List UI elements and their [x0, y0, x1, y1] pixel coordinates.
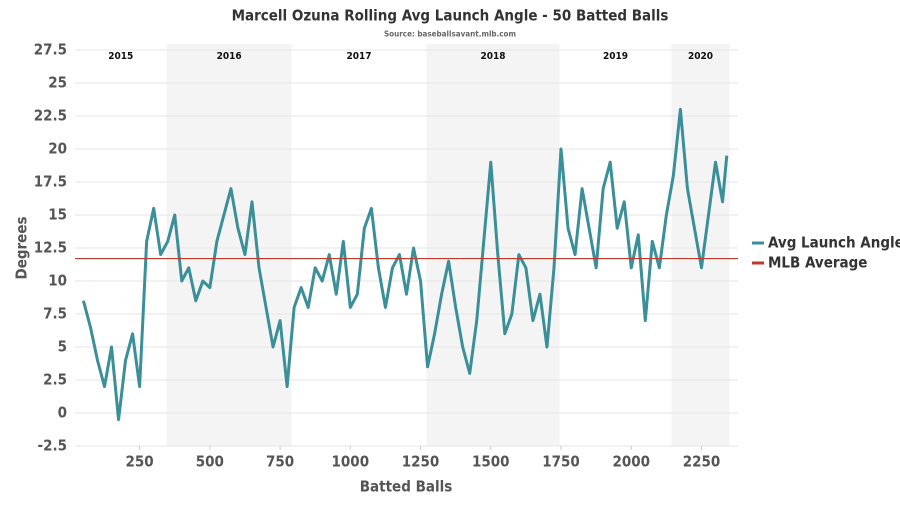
x-tick-label: 1750 [542, 453, 580, 471]
y-tick-label: 12.5 [34, 239, 67, 257]
data-line [81, 107, 729, 422]
x-tick-label: 750 [266, 453, 294, 471]
season-label: 2018 [481, 51, 506, 62]
y-tick-label: 22.5 [34, 107, 67, 125]
x-tick-label: 500 [196, 453, 224, 471]
season-label: 2016 [217, 51, 242, 62]
x-tick-label: 2000 [612, 453, 650, 471]
season-label: 2015 [108, 51, 133, 62]
x-tick-label: 250 [126, 453, 154, 471]
y-tick-label: 17.5 [34, 173, 67, 191]
x-tick-label: 2250 [683, 453, 721, 471]
season-band [166, 44, 292, 446]
y-tick-label: 27.5 [34, 41, 67, 59]
y-tick-label: 5 [58, 338, 67, 356]
y-tick-label: 25 [48, 74, 67, 92]
y-tick-label: 0 [58, 404, 67, 422]
y-tick-label: 2.5 [43, 371, 67, 389]
legend-label: Avg Launch Angle [768, 234, 900, 252]
x-axis-label: Batted Balls [360, 478, 452, 496]
x-tick-label: 1000 [332, 453, 370, 471]
season-band [671, 44, 730, 446]
y-tick-label: 15 [48, 206, 67, 224]
season-label: 2019 [603, 51, 628, 62]
y-axis-label: Degrees [13, 216, 31, 279]
y-tick-label: -2.5 [37, 437, 67, 455]
x-tick-label: 1500 [472, 453, 510, 471]
x-tick-label: 1250 [402, 453, 440, 471]
y-tick-label: 10 [48, 272, 67, 290]
legend-label: MLB Average [768, 254, 867, 272]
season-label: 2020 [688, 51, 713, 62]
y-tick-label: 7.5 [43, 305, 67, 323]
season-band [426, 44, 560, 446]
season-label: 2017 [346, 51, 371, 62]
y-tick-label: 20 [48, 140, 67, 158]
chart-subtitle: Source: baseballsavant.mlb.com [384, 30, 516, 39]
chart-title: Marcell Ozuna Rolling Avg Launch Angle -… [232, 7, 669, 25]
